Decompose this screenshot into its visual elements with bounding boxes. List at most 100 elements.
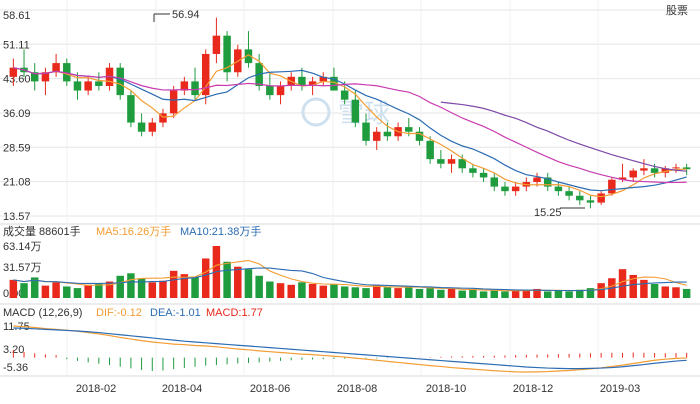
dif-line bbox=[13, 325, 687, 373]
candle bbox=[308, 76, 317, 96]
volume-ma10-line bbox=[13, 267, 687, 292]
candle-body bbox=[682, 167, 691, 170]
volume-bar bbox=[586, 288, 595, 298]
candle bbox=[159, 108, 167, 128]
candle bbox=[597, 191, 605, 205]
macd-header: MACD (12,26,9) DIF:-0.12 DEA:-1.01 MACD:… bbox=[3, 307, 263, 319]
candle-body bbox=[266, 85, 274, 96]
macd-tick-label: -5.36 bbox=[3, 362, 28, 374]
volume-bar bbox=[682, 288, 691, 298]
volume-ma5: MA5:16.26万手 bbox=[96, 224, 171, 238]
candle-body bbox=[351, 99, 360, 123]
volume-bar bbox=[340, 286, 349, 298]
candle bbox=[469, 163, 477, 178]
candle-body bbox=[597, 193, 605, 203]
candle bbox=[319, 72, 328, 86]
candle bbox=[372, 127, 381, 151]
ma30-line bbox=[440, 101, 687, 172]
macd-value: MACD:1.77 bbox=[206, 307, 263, 319]
ma10-line bbox=[13, 67, 687, 192]
volume-bar bbox=[223, 261, 231, 298]
candle-body bbox=[586, 200, 595, 203]
candle bbox=[191, 67, 199, 100]
price-tick-label: 58.61 bbox=[3, 10, 31, 22]
candle bbox=[576, 191, 584, 205]
volume-bar bbox=[576, 289, 584, 298]
candle-body bbox=[458, 159, 466, 169]
x-tick-label: 2018-06 bbox=[250, 383, 290, 395]
macd-title: MACD (12,26,9) bbox=[3, 307, 82, 319]
volume-bar bbox=[105, 281, 114, 298]
volume-bar bbox=[330, 283, 338, 298]
x-axis: 2018-02 2018-04 2018-06 2018-08 2018-10 2018-… bbox=[76, 383, 640, 395]
candle-body bbox=[543, 177, 552, 187]
volume-bar bbox=[394, 288, 402, 298]
volume-ma10: MA10:21.38万手 bbox=[180, 224, 261, 238]
top-right-label[interactable]: 股票 bbox=[666, 4, 688, 17]
candle bbox=[30, 63, 39, 91]
volume-bar bbox=[597, 283, 605, 298]
volume-bar bbox=[405, 286, 413, 298]
volume-bar bbox=[437, 289, 445, 298]
x-tick-label: 2019-03 bbox=[600, 383, 640, 395]
candle bbox=[479, 168, 488, 183]
candle-body bbox=[640, 168, 648, 171]
candle-body bbox=[554, 186, 563, 192]
min-price-label: 15.25 bbox=[534, 207, 562, 219]
candle-body bbox=[661, 168, 670, 173]
candle bbox=[63, 58, 71, 86]
candle bbox=[9, 58, 18, 86]
volume-bar bbox=[52, 282, 60, 298]
candle bbox=[201, 49, 210, 105]
volume-bar bbox=[672, 287, 680, 298]
candle bbox=[554, 182, 563, 196]
candle bbox=[608, 177, 616, 196]
candle-body bbox=[116, 67, 124, 96]
candle-body bbox=[63, 63, 71, 82]
candle bbox=[511, 182, 520, 196]
volume-bar bbox=[20, 283, 28, 298]
candle-body bbox=[372, 131, 381, 141]
volume-bar bbox=[479, 291, 488, 298]
candle-body bbox=[415, 131, 424, 141]
volume-bar bbox=[629, 274, 637, 298]
candle-body bbox=[319, 76, 328, 82]
candle-body bbox=[201, 53, 210, 96]
volume-bar bbox=[415, 288, 424, 298]
candle-body bbox=[276, 85, 285, 96]
candle-body bbox=[479, 172, 488, 178]
candle-body bbox=[212, 35, 221, 54]
max-annotation: 56.94 bbox=[153, 9, 200, 22]
candle bbox=[340, 81, 349, 105]
candle bbox=[41, 67, 50, 96]
candle bbox=[415, 127, 424, 146]
volume-bar bbox=[319, 285, 328, 298]
candle-body bbox=[490, 177, 499, 187]
volume-bar bbox=[447, 288, 456, 298]
candle bbox=[116, 63, 124, 100]
candle bbox=[362, 113, 370, 146]
volume-bar bbox=[469, 289, 477, 298]
ma20-line bbox=[13, 67, 687, 184]
candle-body bbox=[52, 63, 60, 73]
volume-bar bbox=[618, 269, 627, 298]
candle bbox=[137, 113, 146, 137]
candle bbox=[148, 117, 157, 137]
candle-body bbox=[308, 81, 317, 86]
candle-body bbox=[426, 140, 434, 160]
candle-body bbox=[383, 131, 392, 137]
volume-bar bbox=[287, 284, 295, 298]
price-tick-label: 36.09 bbox=[3, 108, 31, 120]
candle bbox=[490, 172, 499, 192]
candle-body bbox=[84, 81, 92, 91]
x-tick-label: 2018-04 bbox=[162, 383, 202, 395]
volume-bar bbox=[159, 280, 167, 298]
volume-bar bbox=[41, 285, 50, 298]
volume-bar bbox=[640, 279, 648, 298]
candle bbox=[52, 53, 60, 77]
volume-bar bbox=[63, 286, 71, 298]
price-tick-label: 13.57 bbox=[3, 211, 31, 223]
volume-ma5-line bbox=[13, 259, 687, 292]
